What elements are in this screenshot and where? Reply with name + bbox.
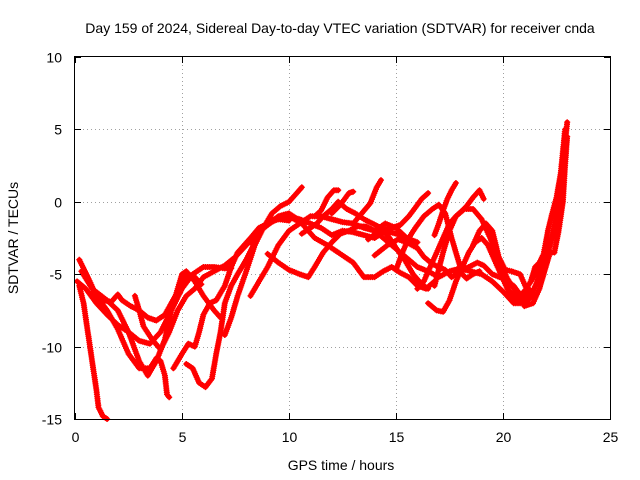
series-markers <box>431 180 459 239</box>
y-tick-label: -5 <box>50 267 63 283</box>
series-pass-17 <box>365 190 432 243</box>
y-tick-label: -10 <box>42 340 62 356</box>
axis-ticks: 0 5 10 15 20 25 -15 -10 -5 0 5 10 <box>42 50 619 446</box>
series-markers <box>311 187 342 220</box>
series-pass-28 <box>521 220 560 295</box>
x-axis-label: GPS time / hours <box>288 457 395 473</box>
series-markers <box>131 210 299 353</box>
x-tick-label: 0 <box>72 429 80 445</box>
x-tick-label: 15 <box>389 429 405 445</box>
series-markers <box>521 220 560 295</box>
series-markers <box>350 177 384 227</box>
chart-title: Day 159 of 2024, Sidereal Day-to-day VTE… <box>85 20 595 36</box>
series-line <box>132 210 298 352</box>
series-pass-06 <box>131 210 299 353</box>
y-axis-label: SDTVAR / TECUs <box>5 182 21 294</box>
data-series <box>74 119 571 422</box>
x-tick-label: 20 <box>496 429 512 445</box>
series-markers <box>393 201 483 282</box>
series-pass-13 <box>298 198 432 292</box>
series-pass-15 <box>328 188 357 217</box>
x-tick-label: 10 <box>282 429 298 445</box>
plot-frame <box>74 56 611 420</box>
x-tick-label: 25 <box>603 429 619 445</box>
series-line <box>183 213 420 390</box>
series-pass-16 <box>350 177 384 227</box>
y-tick-label: 5 <box>54 122 62 138</box>
series-markers <box>521 133 571 310</box>
y-tick-label: -15 <box>42 412 62 428</box>
y-tick-label: 10 <box>46 50 62 66</box>
y-tick-label: 0 <box>54 195 62 211</box>
series-pass-14 <box>311 187 342 220</box>
series-markers <box>89 271 205 324</box>
series-pass-26 <box>521 133 571 310</box>
series-pass-05 <box>89 271 205 324</box>
series-pass-23 <box>431 180 459 239</box>
series-pass-01 <box>76 282 111 422</box>
series-markers <box>328 188 357 217</box>
series-markers <box>365 190 432 243</box>
x-tick-label: 5 <box>179 429 187 445</box>
